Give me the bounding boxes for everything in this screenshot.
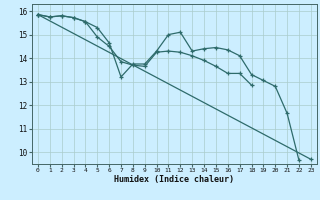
X-axis label: Humidex (Indice chaleur): Humidex (Indice chaleur)	[115, 175, 234, 184]
